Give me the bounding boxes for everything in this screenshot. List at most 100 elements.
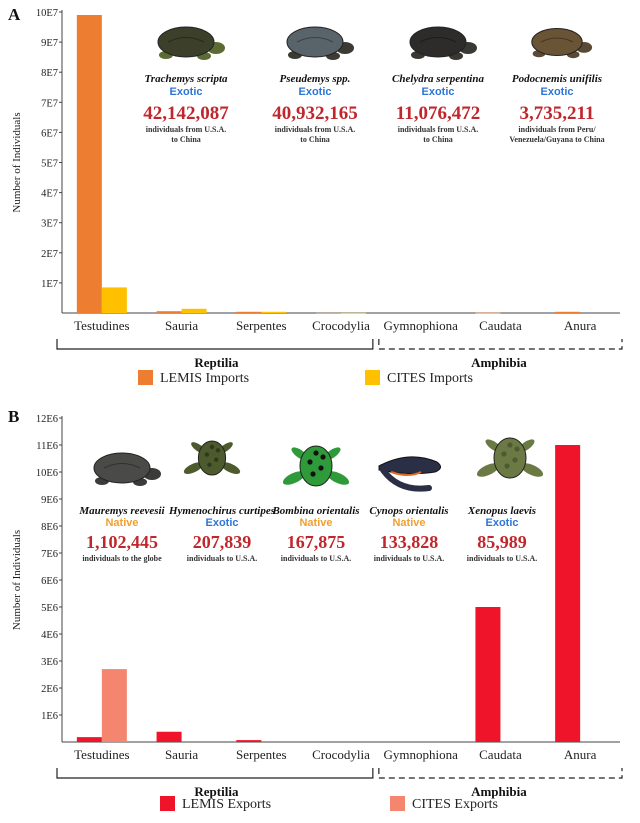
shell-shape [93, 452, 151, 484]
species-count: 3,735,211 [520, 103, 595, 124]
spot-shape [507, 442, 513, 448]
bar-anura-lemis [555, 311, 581, 313]
bar-serpentes-cites [261, 311, 287, 313]
bar-crocodylia-lemis [316, 312, 341, 314]
species-note: individuals to the globe [82, 554, 162, 563]
belly-shape [390, 471, 422, 476]
species-note: individuals from U.S.A. [146, 125, 227, 134]
species-name: Trachemys scripta [145, 73, 228, 85]
amphibia-label: Amphibia [471, 784, 527, 799]
category-label: Caudata [479, 747, 522, 762]
bar-anura-lemis [555, 445, 581, 742]
y-axis-title: Number of Individuals [11, 530, 23, 630]
species-count: 42,142,087 [143, 103, 229, 124]
spot-shape [504, 463, 510, 469]
legend-label: LEMIS Imports [160, 371, 249, 386]
species-status: Exotic [421, 86, 454, 98]
species-note: individuals from U.S.A. [275, 125, 356, 134]
species-name: Mauremys reevesii [78, 505, 165, 517]
y-tick-label: 1E6 [41, 711, 58, 722]
bar-testudines-lemis [76, 737, 102, 742]
shell-pattern [296, 37, 334, 43]
reptilia-label: Reptilia [194, 784, 239, 799]
leg-shape [476, 463, 500, 477]
y-tick-label: 8E6 [41, 522, 58, 533]
category-label: Gymnophiona [384, 747, 459, 762]
species-status: Native [299, 517, 332, 529]
y-tick-label: 11E6 [36, 441, 58, 452]
species-status: Exotic [298, 86, 331, 98]
y-tick-label: 5E6 [41, 603, 58, 614]
y-tick-label: 10E6 [36, 468, 58, 479]
species-note: to China [300, 135, 330, 144]
spot-shape [514, 446, 520, 452]
leg-shape [520, 463, 544, 477]
species-name: Cynops orientalis [369, 505, 448, 517]
y-tick-label: 7E7 [41, 98, 58, 109]
species-status: Native [105, 517, 138, 529]
y-tick-label: 2E6 [41, 684, 58, 695]
spot-shape [214, 457, 219, 462]
species-note: individuals to U.S.A. [187, 554, 257, 563]
species-note: Venezuela/Guyana to China [509, 135, 604, 144]
category-label: Anura [564, 747, 597, 762]
legend-swatch [138, 370, 153, 385]
bar-caudata-lemis [475, 607, 501, 742]
bar-testudines-cites [101, 287, 127, 313]
spot-shape [320, 454, 326, 460]
y-tick-label: 7E6 [41, 549, 58, 560]
y-tick-label: 5E7 [41, 159, 58, 170]
category-label: Serpentes [236, 318, 287, 333]
species-status: Exotic [205, 517, 238, 529]
species-name: Chelydra serpentina [392, 73, 484, 85]
category-label: Crocodylia [312, 318, 370, 333]
category-label: Caudata [479, 318, 522, 333]
species-status: Exotic [485, 517, 518, 529]
leg-shape [183, 462, 203, 474]
spot-shape [215, 448, 221, 453]
species-name: Bombina orientalis [271, 505, 359, 517]
y-tick-label: 8E7 [41, 68, 58, 79]
y-tick-label: 6E7 [41, 128, 58, 139]
y-tick-label: 6E6 [41, 576, 58, 587]
legend-swatch [160, 796, 175, 811]
y-tick-label: 4E6 [41, 630, 58, 641]
panel-label: A [8, 5, 21, 24]
bar-testudines-cites [101, 669, 127, 742]
category-label: Anura [564, 318, 597, 333]
species-name: Podocnemis unifilis [512, 73, 602, 85]
species-note: individuals from Peru/ [518, 125, 596, 134]
amphibia-bracket [378, 339, 623, 350]
spot-shape [512, 457, 518, 463]
panel-label: B [8, 407, 19, 426]
bar-crocodylia-cites [341, 312, 366, 314]
bar-sauria-cites [181, 308, 207, 313]
species-annotation: Pseudemys spp.Exotic 40,932,165individual… [272, 26, 358, 144]
panel-b: B 1E6 2E6 3E6 4E6 5E6 6E6 7E6 8E6 9E6 10E6 11E6 12E6… [8, 407, 623, 812]
category-label: Testudines [74, 318, 129, 333]
tail-shape [380, 467, 432, 492]
leg-shape [326, 471, 350, 485]
species-count: 40,932,165 [272, 103, 358, 124]
spot-shape [318, 465, 324, 471]
legend-label: CITES Exports [412, 797, 498, 812]
leg-shape [221, 462, 241, 474]
species-name: Pseudemys spp. [280, 73, 351, 85]
shell-pattern [419, 37, 457, 43]
legend-label: CITES Imports [387, 371, 473, 386]
y-tick-label: 3E6 [41, 657, 58, 668]
bar-sauria-lemis [156, 731, 182, 742]
panel-a: A 1E7 2E7 3E7 4E7 5E7 6E7 7E7 8E7 9E7 10E7 Number o… [8, 5, 623, 386]
species-count: 85,989 [477, 532, 527, 552]
shell-shape [286, 26, 344, 58]
y-tick-label: 3E7 [41, 219, 58, 230]
species-status: Exotic [169, 86, 202, 98]
species-name: Hymenochirus curtipes [168, 505, 275, 517]
category-label: Crocodylia [312, 747, 370, 762]
